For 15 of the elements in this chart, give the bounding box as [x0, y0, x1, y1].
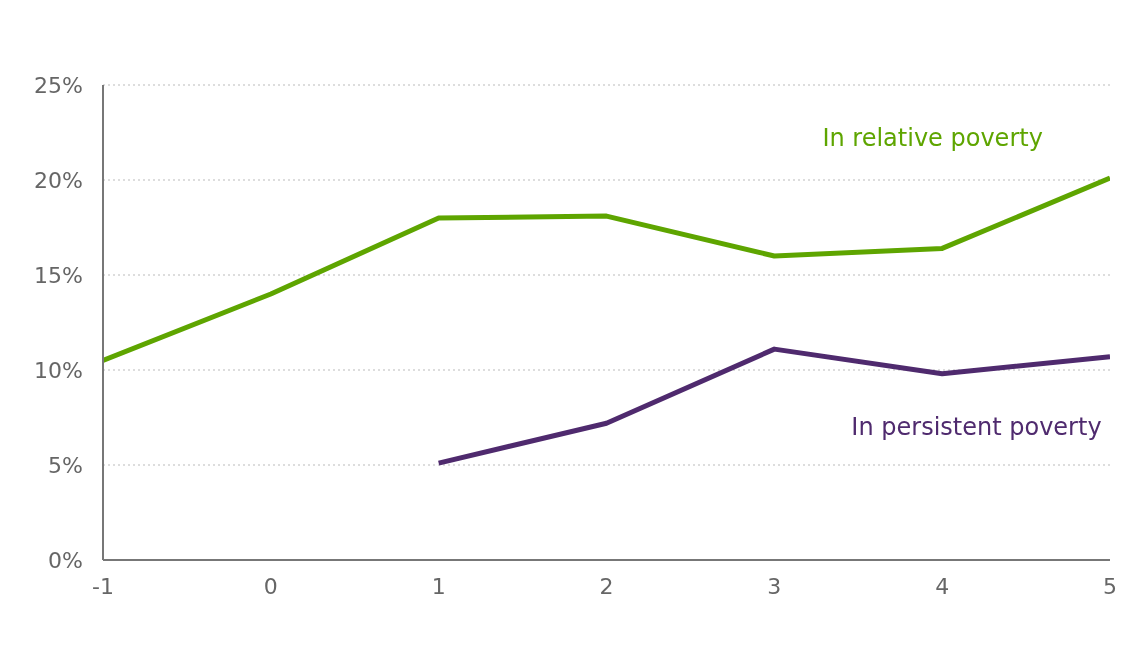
y-tick-label: 15%	[34, 262, 83, 288]
x-tick-label: 1	[431, 573, 446, 599]
y-tick-label: 25%	[34, 72, 83, 98]
y-tick-label: 20%	[34, 167, 83, 193]
text: In persistent poverty	[851, 413, 1102, 441]
text: In relative poverty	[822, 124, 1043, 153]
x-tick-label: 5	[1103, 573, 1117, 599]
y-tick-label: 0%	[48, 547, 83, 573]
x-tick-label: -1	[92, 573, 114, 599]
x-tick-label: 4	[935, 573, 950, 599]
x-tick-label: 0	[263, 573, 278, 599]
y-tick-label: 5%	[48, 452, 83, 478]
x-tick-label: 2	[599, 573, 614, 599]
x-tick-label: 3	[767, 573, 782, 599]
y-tick-label: 10%	[34, 357, 83, 383]
